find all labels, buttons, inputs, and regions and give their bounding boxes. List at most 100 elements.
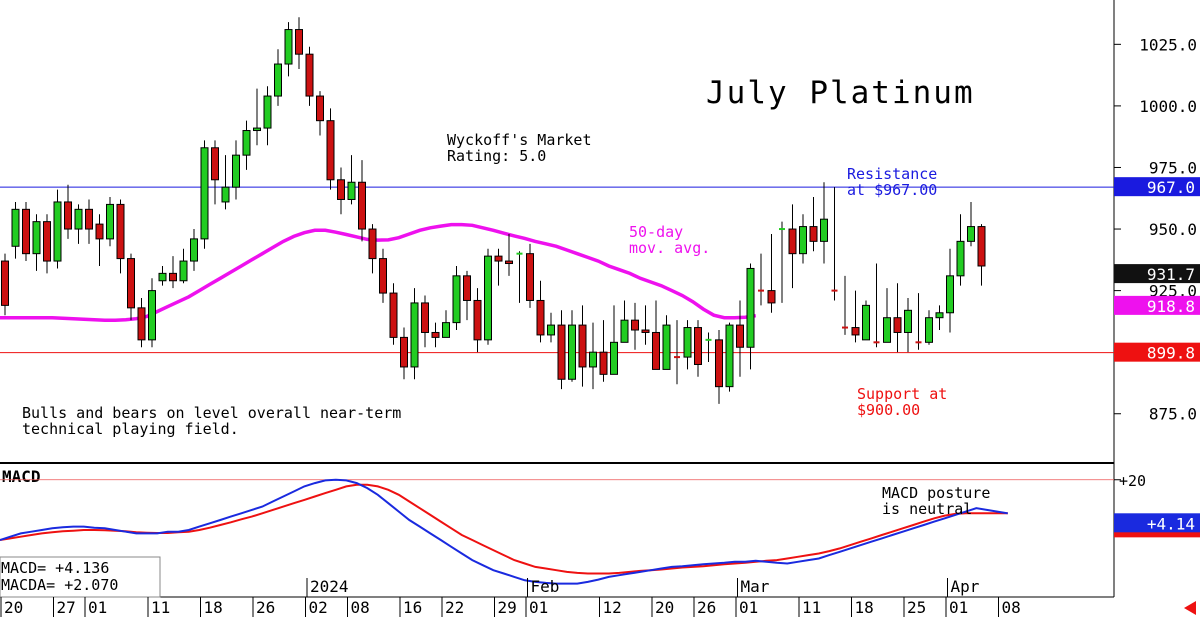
- date-tick-label: 01: [949, 598, 968, 617]
- support-tag-bg: [1114, 342, 1200, 362]
- candle: [862, 300, 870, 341]
- date-tick-label: 20: [655, 598, 674, 617]
- candle-body: [526, 253, 534, 301]
- candle: [568, 310, 576, 382]
- macd-tag: +4.14: [1147, 514, 1195, 533]
- candle: [473, 288, 482, 353]
- candle: [74, 204, 83, 244]
- candle: [715, 330, 723, 404]
- candle-body: [442, 322, 450, 338]
- candle-body: [589, 351, 597, 368]
- date-tick-group: 20 27 01 11 18 26 02 08 16 22 29 01 12 20 26 01 11 18 25 01…: [0, 597, 1021, 617]
- candle: [295, 17, 303, 69]
- price-tick-label: 975.0: [1149, 158, 1197, 177]
- price-tick-label: 950.0: [1149, 220, 1197, 239]
- date-tick-label: 08: [351, 598, 370, 617]
- candle: [442, 310, 450, 338]
- candle: [337, 167, 345, 215]
- note-line-2: technical playing field.: [22, 420, 239, 438]
- candle: [137, 297, 146, 348]
- candle: [484, 248, 492, 345]
- candle: [547, 312, 555, 343]
- candle: [674, 320, 680, 385]
- last-price-tag-bg: [1114, 264, 1200, 284]
- candle: [883, 288, 891, 343]
- price-tick-label: 1000.0: [1139, 97, 1197, 116]
- candle-body: [11, 208, 20, 247]
- candle-body: [851, 327, 860, 336]
- candle-body: [232, 154, 240, 188]
- date-tick-label: 18: [855, 598, 874, 617]
- candle: [1, 253, 9, 316]
- candle: [842, 275, 848, 335]
- candle: [211, 140, 219, 205]
- candle-body: [116, 203, 125, 260]
- date-tick-label: 01: [529, 598, 548, 617]
- candle-body: [74, 208, 83, 230]
- macd-line: [0, 478, 1008, 585]
- candle: [694, 320, 702, 377]
- candle: [148, 278, 156, 348]
- candle: [809, 197, 818, 252]
- candle: [179, 248, 188, 284]
- candle: [925, 310, 933, 345]
- candle: [589, 322, 597, 390]
- candle-body: [211, 147, 219, 181]
- candle-body: [106, 203, 114, 240]
- scroll-left-arrow-icon[interactable]: [1184, 601, 1196, 615]
- price-tag-group: 967.0 931.7 918.8 899.8: [1114, 177, 1200, 363]
- candle-body: [893, 317, 902, 333]
- price-tick-label: 875.0: [1149, 405, 1197, 424]
- candle-body: [22, 208, 30, 255]
- candle-body: [599, 351, 608, 375]
- candle: [452, 265, 461, 331]
- candle-body: [715, 339, 723, 388]
- candle-body: [683, 327, 692, 358]
- support-tag: 899.8: [1147, 344, 1195, 363]
- macd-note-line-1: MACD posture: [882, 484, 990, 502]
- candle: [494, 248, 503, 286]
- candle-body: [883, 317, 891, 343]
- candle: [106, 197, 114, 247]
- candle-body: [200, 147, 209, 240]
- candle-body: [158, 272, 167, 282]
- candle-body: [904, 309, 912, 333]
- candle-body: [337, 179, 345, 200]
- price-tick-label: 925.0: [1149, 282, 1197, 301]
- candle: [904, 297, 912, 353]
- date-tick-label: 26: [256, 598, 275, 617]
- macda-tag-bg: [1114, 529, 1200, 538]
- candle: [705, 332, 712, 363]
- support-label-2: $900.00: [857, 401, 920, 419]
- date-tick-label: 26: [697, 598, 716, 617]
- candle: [22, 201, 30, 262]
- candle-body: [400, 336, 408, 368]
- candle: [820, 182, 828, 264]
- candle: [758, 253, 764, 306]
- candle: [116, 199, 125, 274]
- period-label-group: 2024 Feb Mar Apr: [306, 577, 980, 597]
- candle: [652, 300, 660, 370]
- resistance-tag-bg: [1114, 177, 1200, 197]
- candle-body: [820, 218, 828, 242]
- candle-body: [547, 324, 555, 336]
- macd-readout-box: [0, 556, 161, 598]
- candle: [463, 270, 471, 321]
- candle: [631, 302, 639, 350]
- date-tick-label: 01: [739, 598, 758, 617]
- candle-body: [179, 260, 188, 282]
- candle-body: [410, 302, 419, 368]
- candle-body: [127, 258, 135, 309]
- candle: [169, 256, 177, 289]
- moving-average-tag: 918.8: [1147, 297, 1195, 316]
- macd-tick-label: +20: [1119, 472, 1146, 490]
- candle-body: [452, 275, 461, 324]
- candle-body: [389, 292, 398, 338]
- candle-body: [925, 317, 933, 343]
- candle: [284, 22, 293, 77]
- macd-note-line-2: is neutral: [882, 500, 972, 518]
- note-line-1: Bulls and bears on level overall near-te…: [22, 404, 401, 422]
- candle: [526, 243, 534, 308]
- candle: [127, 253, 135, 321]
- candle-body: [977, 226, 986, 267]
